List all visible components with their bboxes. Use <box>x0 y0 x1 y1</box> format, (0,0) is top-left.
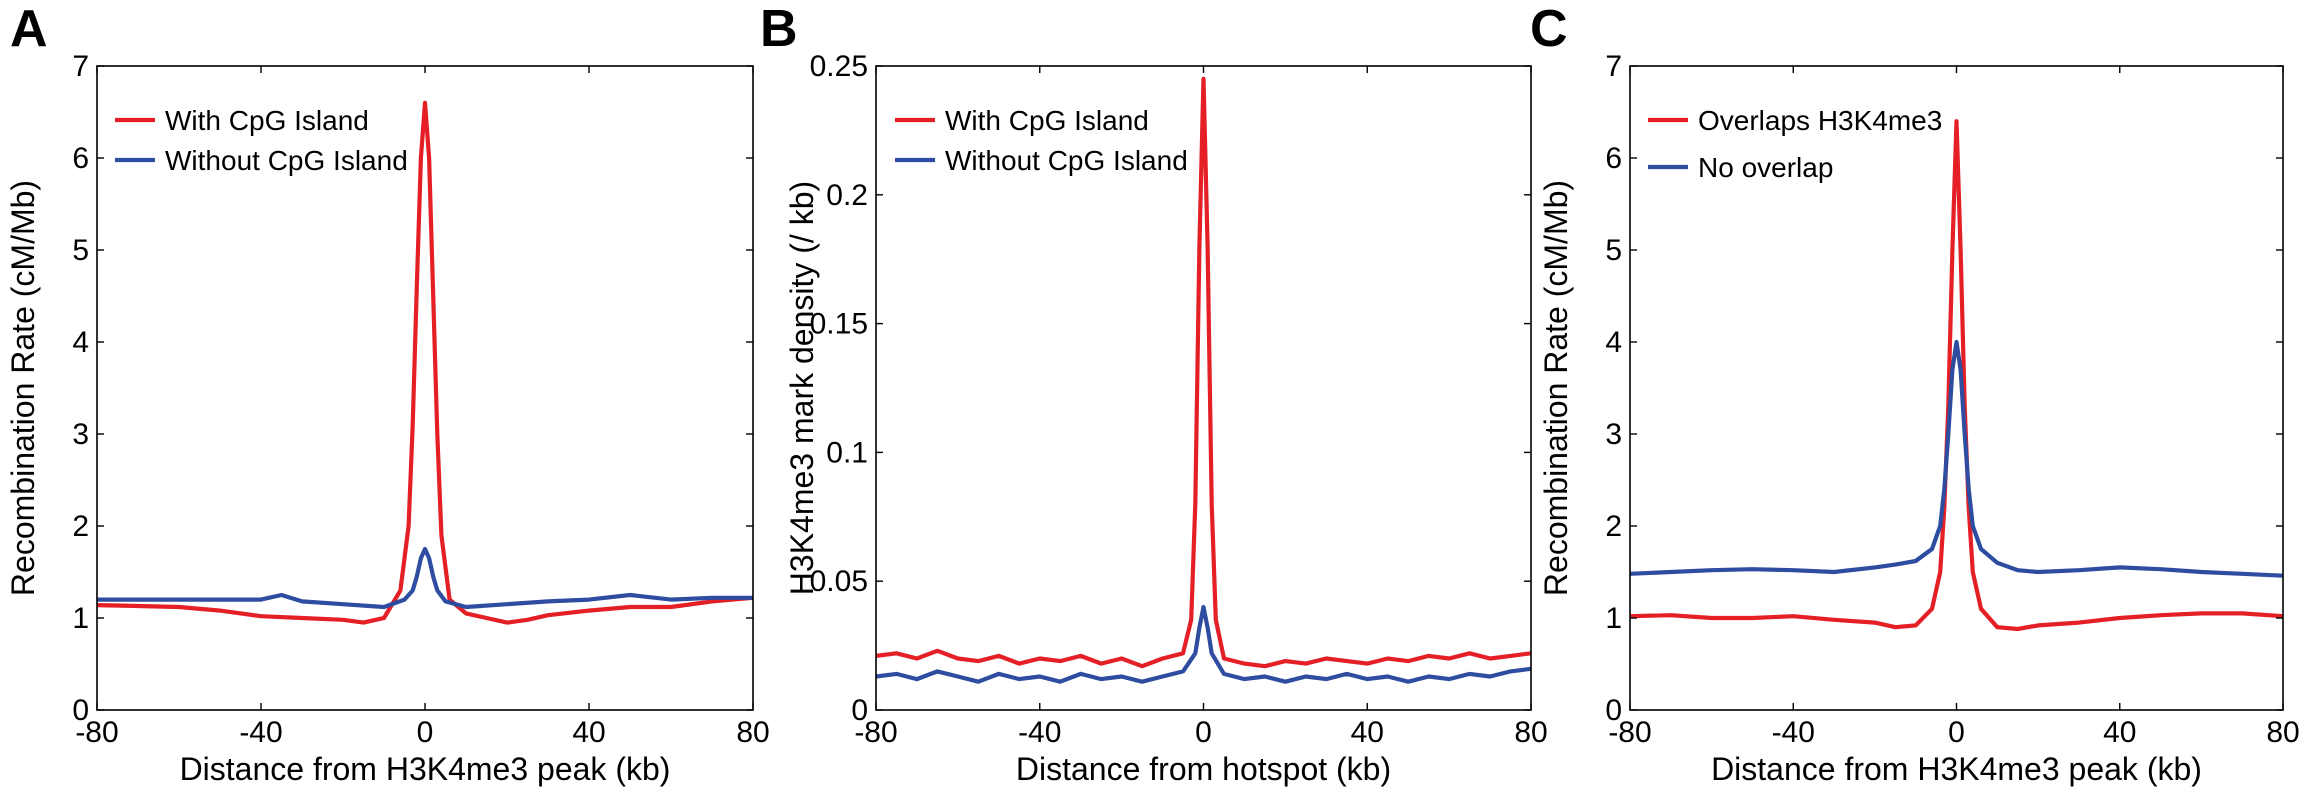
y-tick-label: 3 <box>72 418 89 451</box>
y-tick-label: 7 <box>72 50 89 83</box>
y-tick-label: 0.2 <box>826 179 868 212</box>
x-tick-label: 40 <box>572 716 605 749</box>
legend-label: Without CpG Island <box>165 145 408 176</box>
y-tick-label: 5 <box>72 234 89 267</box>
x-axis-label: Distance from H3K4me3 peak (kb) <box>180 751 671 787</box>
y-tick-label: 4 <box>1605 326 1622 359</box>
legend-label: Overlaps H3K4me3 <box>1698 105 1942 136</box>
series-line-blue <box>876 604 1531 684</box>
y-tick-label: 2 <box>1605 510 1622 543</box>
y-axis-label: Recombination Rate (cM/Mb) <box>1538 180 1574 596</box>
x-tick-label: 80 <box>2266 716 2299 749</box>
y-tick-label: 1 <box>1605 602 1622 635</box>
y-tick-label: 1 <box>72 602 89 635</box>
legend-label: No overlap <box>1698 152 1833 183</box>
legend-label: With CpG Island <box>165 105 369 136</box>
y-tick-label: 5 <box>1605 234 1622 267</box>
y-tick-label: 0.25 <box>810 50 868 83</box>
x-tick-label: 40 <box>2103 716 2136 749</box>
legend-label: Without CpG Island <box>945 145 1188 176</box>
y-tick-label: 3 <box>1605 418 1622 451</box>
x-tick-label: -40 <box>1018 716 1061 749</box>
legend: Overlaps H3K4me3 No overlap <box>1648 105 1942 183</box>
panel-b: B -80 -40 0 40 80 0 0.05 0.1 0.15 0.2 0.25 Distance … <box>760 0 1548 787</box>
x-tick-label: 80 <box>1514 716 1547 749</box>
y-tick-label: 0 <box>1605 694 1622 727</box>
panel-a: A -80 -40 0 40 80 0 1 2 3 4 5 6 7 Distance from H3K4me… <box>5 0 770 787</box>
panel-letter: A <box>10 0 48 58</box>
x-tick-label: -40 <box>1772 716 1815 749</box>
x-tick-label: 80 <box>736 716 769 749</box>
y-axis-label: Recombination Rate (cM/Mb) <box>5 180 41 596</box>
y-tick-label: 6 <box>1605 142 1622 175</box>
y-tick-label: 6 <box>72 142 89 175</box>
legend-label: With CpG Island <box>945 105 1149 136</box>
series-line-red <box>97 100 753 625</box>
panel-letter: B <box>760 0 798 58</box>
x-tick-label: -80 <box>854 716 897 749</box>
x-tick-label: 0 <box>1948 716 1965 749</box>
y-axis-label: H3K4me3 mark density (/ kb) <box>784 181 820 595</box>
y-tick-label: 0 <box>851 694 868 727</box>
y-tick-label: 0.1 <box>826 436 868 469</box>
x-axis-label: Distance from H3K4me3 peak (kb) <box>1711 751 2202 787</box>
panel-c: C -80 -40 0 40 80 0 1 2 3 4 5 6 7 Distance from H3K4me… <box>1530 0 2300 787</box>
x-tick-label: 0 <box>1195 716 1212 749</box>
series-line-blue <box>1630 339 2283 578</box>
series-line-blue <box>97 546 753 610</box>
y-tick-label: 4 <box>72 326 89 359</box>
y-tick-label: 0.05 <box>810 565 868 598</box>
y-tick-label: 0.15 <box>810 308 868 341</box>
x-axis-label: Distance from hotspot (kb) <box>1016 751 1391 787</box>
legend: With CpG Island Without CpG Island <box>115 105 408 176</box>
x-tick-label: -80 <box>1608 716 1651 749</box>
panel-letter: C <box>1530 0 1568 58</box>
x-tick-label: -80 <box>75 716 118 749</box>
series-line-red <box>1630 119 2283 632</box>
series-line-red <box>876 76 1531 669</box>
x-tick-label: -40 <box>239 716 282 749</box>
x-tick-label: 40 <box>1351 716 1384 749</box>
x-tick-label: 0 <box>417 716 434 749</box>
y-tick-label: 0 <box>72 694 89 727</box>
y-tick-label: 2 <box>72 510 89 543</box>
legend: With CpG Island Without CpG Island <box>895 105 1188 176</box>
y-tick-label: 7 <box>1605 50 1622 83</box>
